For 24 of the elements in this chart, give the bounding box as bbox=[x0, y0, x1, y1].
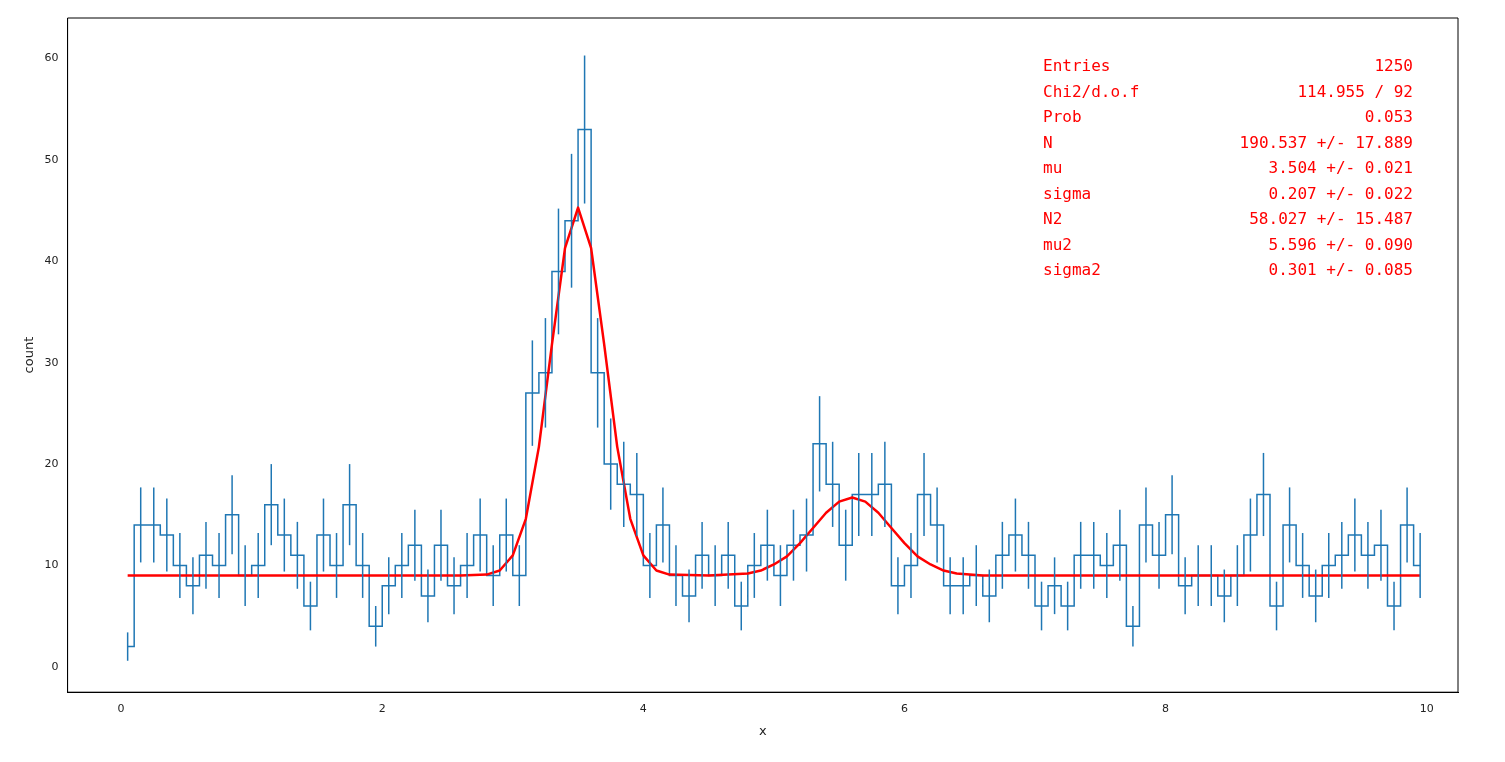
x-tick-label: 2 bbox=[378, 701, 386, 715]
y-axis-title: count bbox=[21, 336, 37, 374]
y-tick-label: 50 bbox=[44, 152, 59, 166]
y-tick-label: 30 bbox=[44, 355, 59, 369]
x-tick-label: 4 bbox=[639, 701, 647, 715]
text: Entries 1250 bbox=[1043, 56, 1413, 75]
x-tick-label: 8 bbox=[1162, 701, 1170, 715]
x-axis-title: x bbox=[758, 722, 767, 738]
text: mu 3.504 +/- 0.021 bbox=[1043, 158, 1413, 177]
text: mu2 5.596 +/- 0.090 bbox=[1043, 234, 1413, 254]
text: Prob 0.053 bbox=[1043, 107, 1413, 126]
y-tick-label: 20 bbox=[44, 456, 59, 470]
x-tick-label: 10 bbox=[1419, 701, 1434, 715]
text: sigma 0.207 +/- 0.022 bbox=[1043, 183, 1413, 203]
y-tick-label: 40 bbox=[44, 254, 59, 268]
y-tick-label: 10 bbox=[44, 558, 59, 572]
text: sigma2 0.301 +/- 0.085 bbox=[1043, 260, 1413, 279]
y-tick-label: 60 bbox=[44, 51, 59, 65]
y-tick-label: 0 bbox=[51, 659, 59, 673]
text: Chi2/d.o.f 114.955 / 92 bbox=[1043, 81, 1413, 101]
text: N 190.537 +/- 17.889 bbox=[1043, 132, 1413, 152]
x-tick-label: 0 bbox=[117, 701, 125, 715]
text: N2 58.027 +/- 15.487 bbox=[1043, 209, 1413, 228]
x-tick-label: 6 bbox=[900, 701, 908, 715]
